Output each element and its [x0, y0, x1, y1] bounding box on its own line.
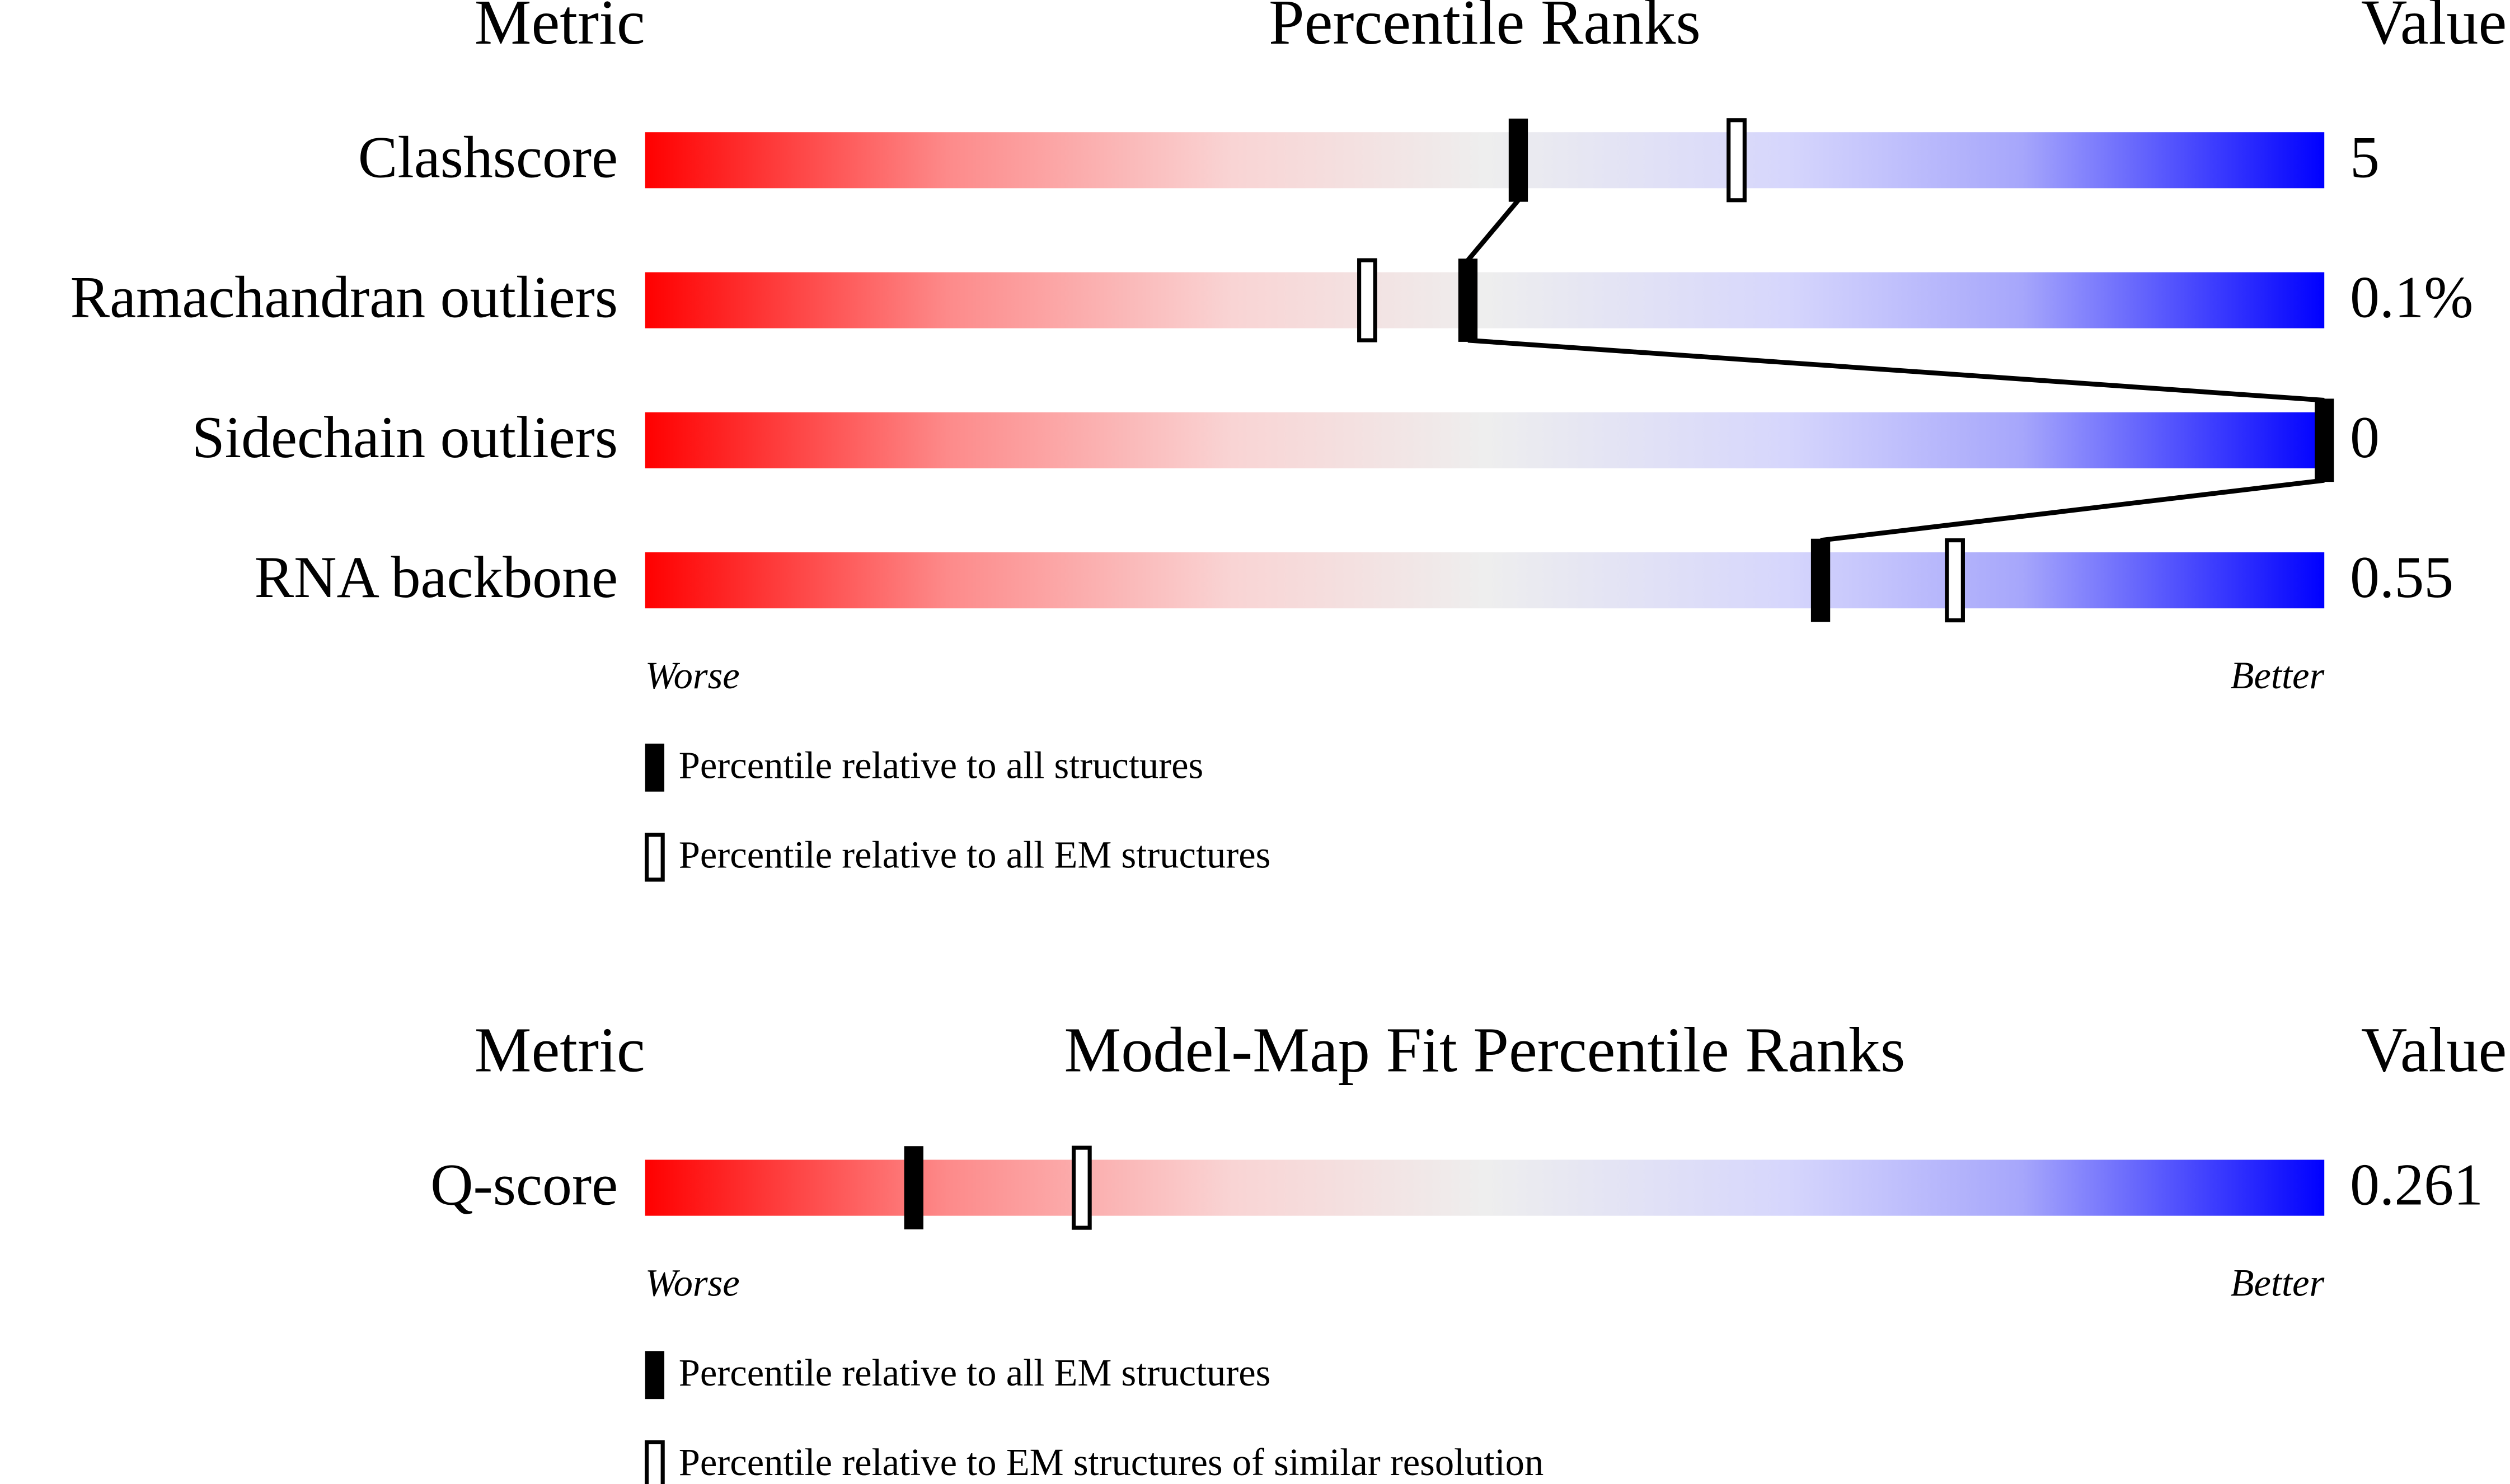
percentile-bar: [645, 412, 2325, 468]
connector: [1820, 478, 2325, 543]
legend-label: Percentile relative to EM structures of …: [679, 1441, 1544, 1483]
marker-filled: [1458, 259, 1478, 342]
marker-filled: [1508, 118, 1528, 202]
metric-value: 0.55: [2350, 544, 2453, 610]
connector: [1467, 337, 2325, 403]
marker-outline: [1945, 538, 1965, 623]
marker-outline: [1071, 1145, 1092, 1230]
scale-worse: Worse: [645, 1262, 740, 1304]
metric-label: Sidechain outliers: [192, 405, 618, 470]
legend-outline: [644, 1440, 665, 1484]
header-title: Percentile Ranks: [1269, 0, 1701, 58]
metric-label: RNA backbone: [255, 544, 618, 610]
header-title: Model-Map Fit Percentile Ranks: [1064, 1014, 1905, 1085]
percentile-bar: [645, 272, 2325, 328]
metric-label: Clashscore: [358, 124, 618, 190]
header-value: Value: [2361, 1014, 2507, 1085]
marker-outline: [1357, 258, 1377, 342]
metric-value: 0.261: [2350, 1152, 2483, 1218]
legend-label: Percentile relative to all EM structures: [679, 1351, 1271, 1394]
percentile-bar: [645, 552, 2325, 609]
legend-outline: [644, 833, 665, 882]
metric-label: Q-score: [430, 1152, 618, 1218]
legend-label: Percentile relative to all EM structures: [679, 834, 1271, 876]
scale-better: Better: [2231, 654, 2325, 697]
metric-value: 5: [2350, 124, 2380, 190]
header-value: Value: [2361, 0, 2507, 58]
metric-label: Ramachandran outliers: [71, 265, 618, 330]
percentile-bar: [645, 1159, 2325, 1216]
marker-filled: [904, 1146, 923, 1229]
percentile-bar: [645, 132, 2325, 189]
metric-value: 0.1%: [2350, 265, 2473, 330]
scale-worse: Worse: [645, 654, 740, 697]
scale-better: Better: [2231, 1262, 2325, 1304]
header-metric: Metric: [475, 1014, 645, 1085]
marker-filled: [2315, 398, 2334, 482]
connector: [1466, 199, 1521, 262]
header-metric: Metric: [475, 0, 645, 58]
legend-filled: [645, 1351, 665, 1400]
metric-value: 0: [2350, 405, 2380, 470]
marker-outline: [1726, 118, 1747, 203]
legend-label: Percentile relative to all structures: [679, 744, 1204, 786]
marker-filled: [1810, 538, 1831, 622]
legend-filled: [645, 743, 665, 792]
